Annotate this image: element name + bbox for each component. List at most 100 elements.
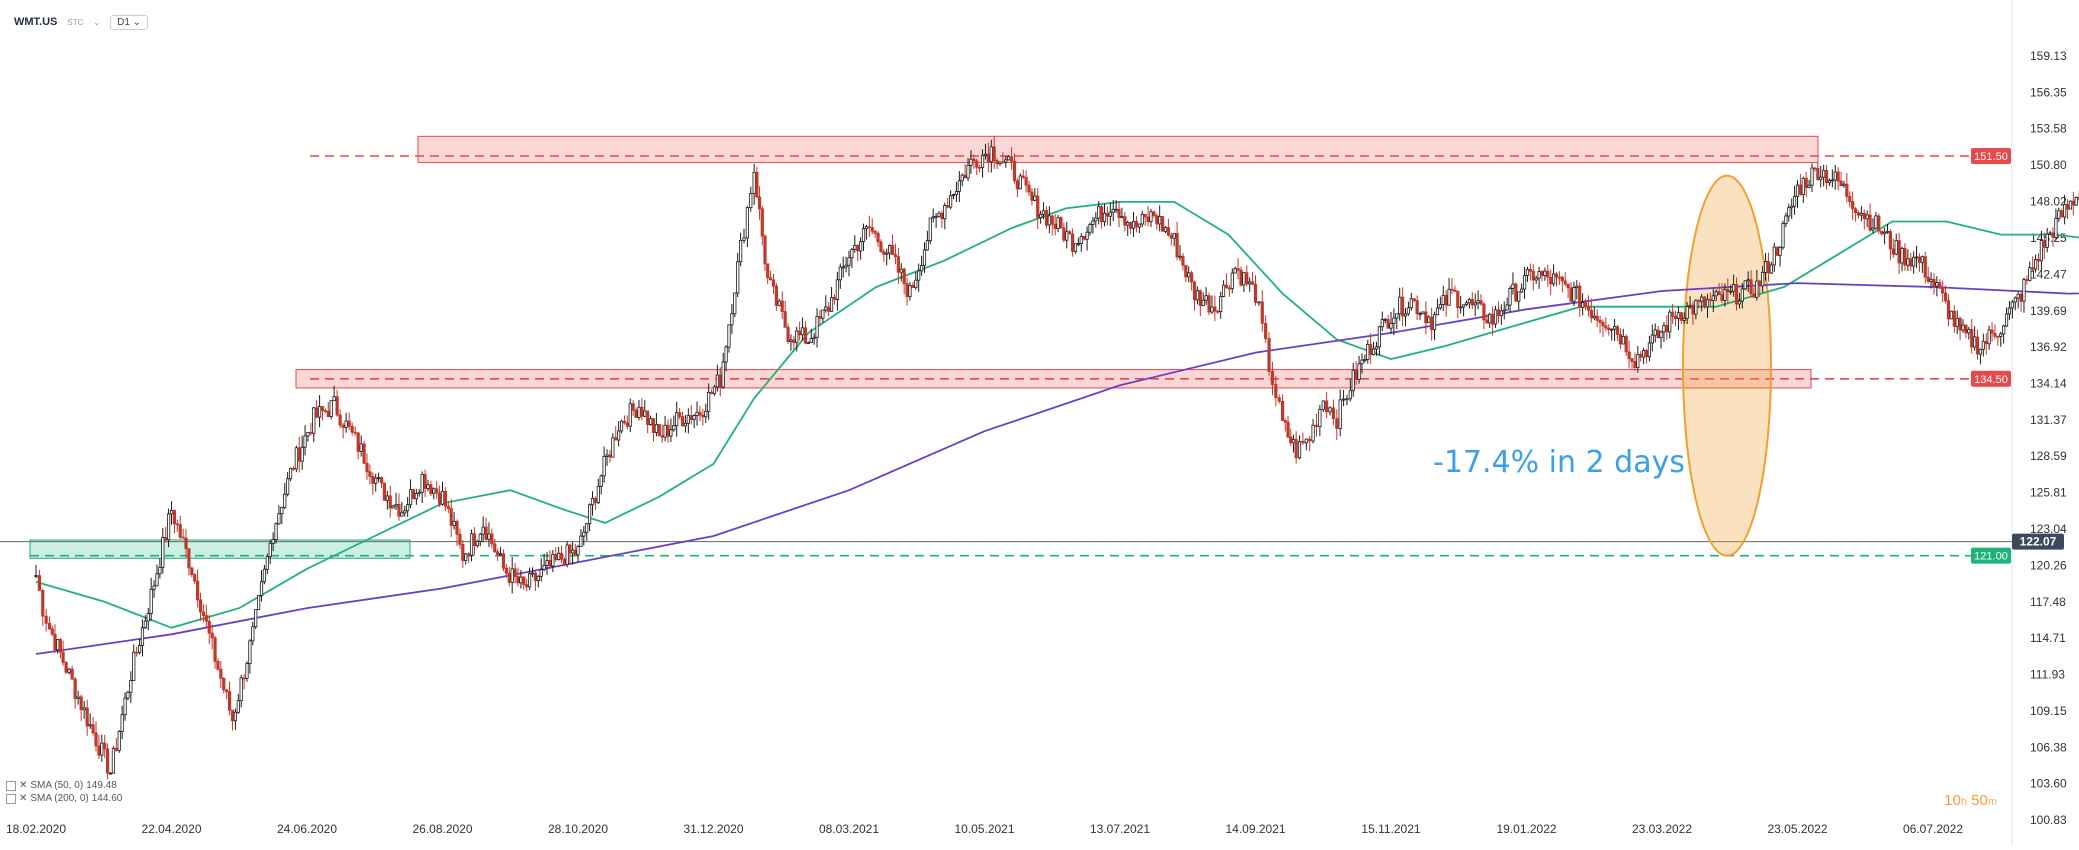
candle[interactable]	[2045, 233, 2049, 248]
candle[interactable]	[265, 556, 269, 570]
candle[interactable]	[481, 526, 485, 535]
candle[interactable]	[528, 573, 532, 588]
candle[interactable]	[1862, 212, 1866, 220]
candle[interactable]	[347, 420, 351, 427]
candle[interactable]	[329, 400, 333, 417]
candle[interactable]	[146, 613, 150, 622]
candle[interactable]	[701, 414, 705, 418]
candle[interactable]	[161, 536, 165, 568]
candle[interactable]	[551, 553, 555, 567]
candle[interactable]	[207, 620, 211, 634]
candle[interactable]	[1642, 350, 1646, 358]
candle[interactable]	[739, 239, 743, 263]
candle[interactable]	[1473, 302, 1477, 306]
candle[interactable]	[1883, 231, 1887, 235]
candle[interactable]	[280, 506, 284, 515]
candle[interactable]	[1839, 180, 1843, 187]
candle[interactable]	[972, 158, 976, 162]
candle[interactable]	[1152, 211, 1156, 217]
candle[interactable]	[1015, 180, 1020, 190]
candle[interactable]	[832, 297, 837, 300]
candle[interactable]	[978, 166, 982, 169]
candle[interactable]	[663, 424, 667, 438]
candle[interactable]	[1120, 216, 1124, 219]
candle[interactable]	[780, 300, 784, 312]
candle[interactable]	[2036, 259, 2041, 262]
candle[interactable]	[140, 627, 145, 646]
candle[interactable]	[1033, 195, 1037, 201]
candle[interactable]	[341, 424, 345, 428]
candle[interactable]	[859, 241, 863, 252]
candle[interactable]	[257, 595, 261, 610]
candle[interactable]	[455, 520, 459, 535]
candle[interactable]	[646, 410, 650, 426]
candle[interactable]	[1926, 276, 1930, 282]
candle[interactable]	[300, 446, 304, 462]
candle[interactable]	[1993, 332, 1997, 337]
candle[interactable]	[1871, 227, 1875, 231]
candle[interactable]	[2004, 313, 2009, 327]
candle[interactable]	[617, 430, 621, 441]
candle[interactable]	[1952, 310, 1956, 327]
candle[interactable]	[201, 611, 206, 616]
candle[interactable]	[1711, 295, 1715, 301]
candle[interactable]	[1726, 289, 1730, 293]
candle[interactable]	[870, 227, 874, 232]
candle[interactable]	[1581, 302, 1585, 308]
candle[interactable]	[1467, 298, 1471, 304]
candle[interactable]	[905, 283, 909, 298]
candle[interactable]	[1070, 233, 1075, 252]
candle[interactable]	[573, 549, 577, 556]
candle[interactable]	[1221, 284, 1226, 297]
candle[interactable]	[588, 504, 592, 525]
candle[interactable]	[755, 171, 759, 198]
candle[interactable]	[1618, 333, 1622, 345]
candle[interactable]	[2031, 267, 2035, 270]
candle[interactable]	[1082, 235, 1086, 240]
candle[interactable]	[1456, 290, 1460, 308]
candle[interactable]	[928, 217, 932, 242]
candle[interactable]	[1496, 309, 1501, 317]
candle[interactable]	[1383, 318, 1387, 321]
candle[interactable]	[1973, 336, 1977, 348]
candle[interactable]	[1488, 313, 1492, 324]
candle[interactable]	[1807, 184, 1811, 188]
candle[interactable]	[1338, 399, 1342, 429]
candle[interactable]	[1108, 211, 1112, 217]
candle[interactable]	[114, 747, 118, 751]
candle[interactable]	[158, 566, 162, 575]
candle[interactable]	[712, 386, 717, 395]
candle[interactable]	[2025, 279, 2029, 281]
candle[interactable]	[1845, 183, 1849, 197]
candle[interactable]	[219, 668, 223, 679]
candle[interactable]	[570, 549, 575, 554]
candle[interactable]	[893, 254, 898, 258]
candle[interactable]	[1024, 177, 1028, 186]
candle[interactable]	[271, 539, 275, 544]
candle[interactable]	[1604, 325, 1608, 329]
candle[interactable]	[853, 244, 857, 250]
candle[interactable]	[1195, 290, 1200, 301]
candle[interactable]	[812, 336, 816, 339]
candle[interactable]	[1920, 256, 1924, 263]
candle[interactable]	[1639, 354, 1643, 358]
candle[interactable]	[1525, 268, 1530, 276]
candle[interactable]	[2048, 232, 2052, 235]
candle[interactable]	[666, 424, 670, 437]
candle[interactable]	[2060, 210, 2064, 218]
candle[interactable]	[1100, 206, 1104, 223]
candle[interactable]	[1030, 191, 1034, 201]
candle[interactable]	[513, 568, 517, 578]
candle[interactable]	[1586, 305, 1591, 311]
candle[interactable]	[1335, 418, 1339, 429]
candle[interactable]	[469, 533, 474, 556]
candle[interactable]	[1499, 310, 1503, 317]
timeframe-select[interactable]: D1 ⌄	[110, 14, 149, 30]
candle[interactable]	[1491, 313, 1495, 325]
candle[interactable]	[1363, 359, 1367, 361]
candle[interactable]	[417, 491, 421, 494]
candle[interactable]	[420, 474, 424, 493]
candle[interactable]	[695, 411, 699, 416]
candle[interactable]	[1967, 329, 1971, 334]
candle[interactable]	[1230, 272, 1234, 289]
